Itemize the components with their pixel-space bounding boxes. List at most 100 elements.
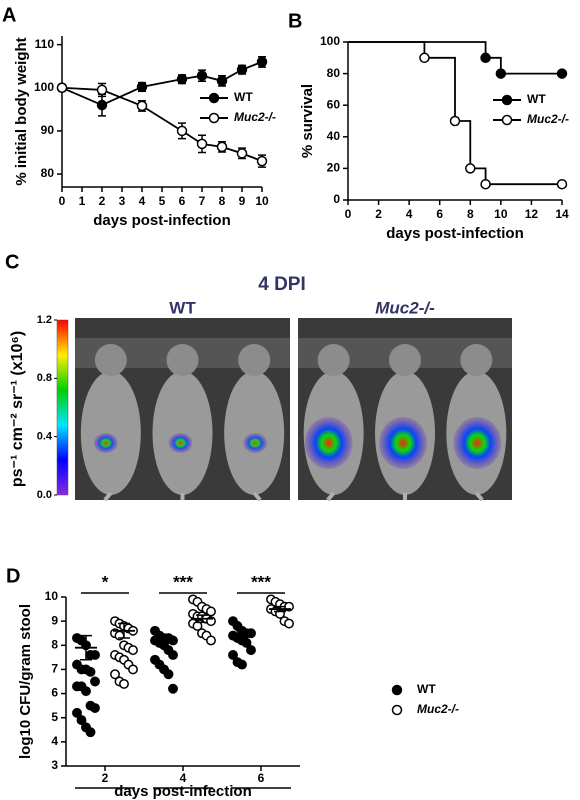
y-tick-label: 8 xyxy=(51,637,58,651)
colorbar-tick-label: 1.2 xyxy=(37,314,52,326)
legend-label: WT xyxy=(234,90,253,104)
mouse-head xyxy=(238,344,271,376)
mouse-head xyxy=(460,344,493,376)
x-tick-label: 6 xyxy=(436,207,443,221)
x-tick-label: 2 xyxy=(99,194,106,208)
y-tick-label: 3 xyxy=(51,758,58,772)
mouse-body xyxy=(152,371,213,495)
x-axis-label: days post-infection xyxy=(386,225,524,242)
x-tick-label: 2 xyxy=(375,207,382,221)
marker xyxy=(480,178,491,190)
y-tick-label: 7 xyxy=(51,662,58,676)
marker xyxy=(96,99,108,111)
marker xyxy=(56,82,68,94)
y-tick-label: 90 xyxy=(41,123,55,137)
x-tick-label: 4 xyxy=(139,194,146,208)
error-bar xyxy=(80,634,92,661)
error-bar xyxy=(158,637,170,644)
x-tick-label: 12 xyxy=(525,207,539,221)
marker xyxy=(206,606,216,617)
marker xyxy=(556,68,568,79)
mouse-head xyxy=(389,344,421,376)
series-line xyxy=(61,86,263,162)
y-tick-label: 9 xyxy=(51,613,58,627)
marker xyxy=(168,649,178,660)
mouse-body xyxy=(224,371,285,495)
series-line xyxy=(348,41,562,186)
marker xyxy=(196,138,208,150)
marker xyxy=(228,649,238,660)
panel-letter: A xyxy=(2,4,16,26)
marker xyxy=(110,669,120,680)
legend-marker xyxy=(208,92,220,104)
y-tick-label: 100 xyxy=(34,80,54,94)
signal xyxy=(379,417,427,469)
legend-label: WT xyxy=(527,92,546,106)
mouse-tail xyxy=(103,491,113,502)
marker xyxy=(419,52,430,64)
marker xyxy=(176,125,188,137)
marker xyxy=(136,100,148,112)
signal xyxy=(453,417,502,469)
y-tick-label: 0 xyxy=(333,192,340,206)
legend-label: Muc2-/- xyxy=(234,110,276,124)
marker xyxy=(246,645,256,656)
x-tick-label: 4 xyxy=(406,207,413,221)
marker xyxy=(449,115,461,127)
marker xyxy=(206,635,216,646)
y-tick-label: 10 xyxy=(45,589,59,603)
legend-marker xyxy=(208,112,220,124)
y-tick-label: 5 xyxy=(51,710,58,724)
marker xyxy=(119,678,129,689)
marker xyxy=(96,84,108,96)
marker xyxy=(196,70,208,81)
marker xyxy=(284,618,294,629)
x-tick-label: 9 xyxy=(239,194,246,208)
y-tick-label: 80 xyxy=(41,166,55,180)
marker xyxy=(216,141,228,153)
colorbar-tick-label: 0.8 xyxy=(37,372,52,384)
x-tick-label: 4 xyxy=(180,771,187,785)
error-bar xyxy=(118,622,130,639)
significance-label: * xyxy=(102,572,109,591)
x-tick-label: 2 xyxy=(102,771,109,785)
marker xyxy=(81,686,91,697)
x-tick-label: 5 xyxy=(159,194,166,208)
marker xyxy=(465,163,476,174)
series-line xyxy=(61,61,263,107)
y-tick-label: 40 xyxy=(327,129,341,143)
marker xyxy=(480,52,491,64)
marker xyxy=(556,178,568,190)
legend-label: Muc2-/- xyxy=(527,112,569,126)
y-axis-label: % initial body weight xyxy=(13,37,30,185)
marker xyxy=(168,683,178,694)
y-axis-label: log10 CFU/gram stool xyxy=(17,604,34,759)
signal xyxy=(243,433,268,453)
series-line xyxy=(348,41,562,75)
colorbar-tick-label: 0.4 xyxy=(37,431,53,443)
marker xyxy=(236,64,248,75)
marker xyxy=(90,676,100,687)
marker xyxy=(237,659,247,670)
mouse-tail xyxy=(326,491,336,502)
x-tick-label: 8 xyxy=(219,194,226,208)
y-tick-label: 100 xyxy=(320,34,340,48)
y-tick-label: 110 xyxy=(35,37,55,51)
x-tick-label: 3 xyxy=(119,194,126,208)
colorbar-label: ps⁻¹ cm⁻² sr⁻¹ (x10⁶) xyxy=(9,331,26,487)
mouse-head xyxy=(317,344,350,376)
x-tick-label: 14 xyxy=(555,207,569,221)
marker xyxy=(72,707,82,718)
marker xyxy=(256,56,268,68)
panel-letter: D xyxy=(6,565,20,587)
significance-label: *** xyxy=(251,572,271,591)
colorbar xyxy=(56,319,69,496)
marker xyxy=(85,666,96,677)
marker xyxy=(176,73,188,85)
x-tick-label: 0 xyxy=(345,207,352,221)
mouse-tail xyxy=(252,491,262,502)
panel-letter: B xyxy=(288,10,302,32)
y-tick-label: 20 xyxy=(327,161,341,175)
x-axis-label: days post-infection xyxy=(114,783,252,800)
